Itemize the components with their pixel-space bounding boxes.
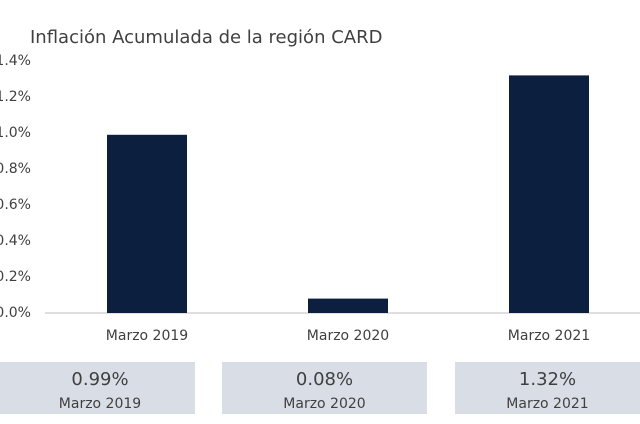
x-tick-label: Marzo 2021	[508, 328, 590, 344]
summary-value: 1.32%	[519, 369, 576, 390]
summary-value: 0.99%	[71, 369, 128, 390]
summary-category: Marzo 2021	[506, 396, 588, 412]
summary-category: Marzo 2019	[59, 396, 141, 412]
summary-category: Marzo 2020	[283, 396, 365, 412]
summary-box	[0, 362, 195, 414]
y-tick-label: 0.8%	[0, 161, 31, 177]
y-tick-label: 0.2%	[0, 269, 31, 285]
x-tick-label: Marzo 2020	[307, 328, 389, 344]
bar	[107, 134, 187, 313]
summary-box	[222, 362, 427, 414]
bar	[509, 75, 589, 314]
summary-value: 0.08%	[296, 369, 353, 390]
y-tick-label: 1.4%	[0, 53, 31, 69]
y-tick-label: 0.0%	[0, 305, 31, 321]
y-tick-label: 1.2%	[0, 89, 31, 105]
y-tick-label: 0.4%	[0, 233, 31, 249]
summary-box	[455, 362, 640, 414]
y-tick-label: 0.6%	[0, 197, 31, 213]
x-tick-label: Marzo 2019	[106, 328, 188, 344]
bar	[308, 298, 388, 313]
chart-title: Inflación Acumulada de la región CARD	[30, 27, 382, 48]
y-tick-label: 1.0%	[0, 125, 31, 141]
